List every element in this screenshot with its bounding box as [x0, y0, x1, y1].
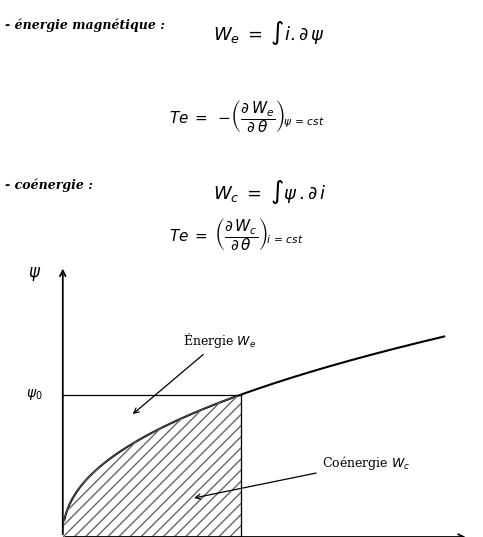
- Text: - coénergie :: - coénergie :: [5, 178, 93, 192]
- Text: $W_c\;=\;\int\psi\,.\partial\,i$: $W_c\;=\;\int\psi\,.\partial\,i$: [213, 178, 326, 206]
- Text: Énergie $W_e$: Énergie $W_e$: [134, 331, 256, 413]
- Text: $\psi_0$: $\psi_0$: [26, 387, 43, 402]
- Text: - énergie magnétique :: - énergie magnétique :: [5, 19, 165, 32]
- Text: $W_e\;=\;\int i.\partial\,\psi$: $W_e\;=\;\int i.\partial\,\psi$: [213, 19, 324, 47]
- Text: $Te\;=\;\left(\dfrac{\partial\,W_c}{\partial\,\theta}\right)_{\!i\,=\,cst}$: $Te\;=\;\left(\dfrac{\partial\,W_c}{\par…: [169, 215, 304, 252]
- Text: $\psi$: $\psi$: [28, 265, 41, 283]
- Text: Coénergie $W_c$: Coénergie $W_c$: [196, 454, 410, 499]
- Text: $Te\;=\;-\!\left(\dfrac{\partial\,W_e}{\partial\,\theta}\right)_{\!\psi\,=\,cst}: $Te\;=\;-\!\left(\dfrac{\partial\,W_e}{\…: [169, 98, 325, 135]
